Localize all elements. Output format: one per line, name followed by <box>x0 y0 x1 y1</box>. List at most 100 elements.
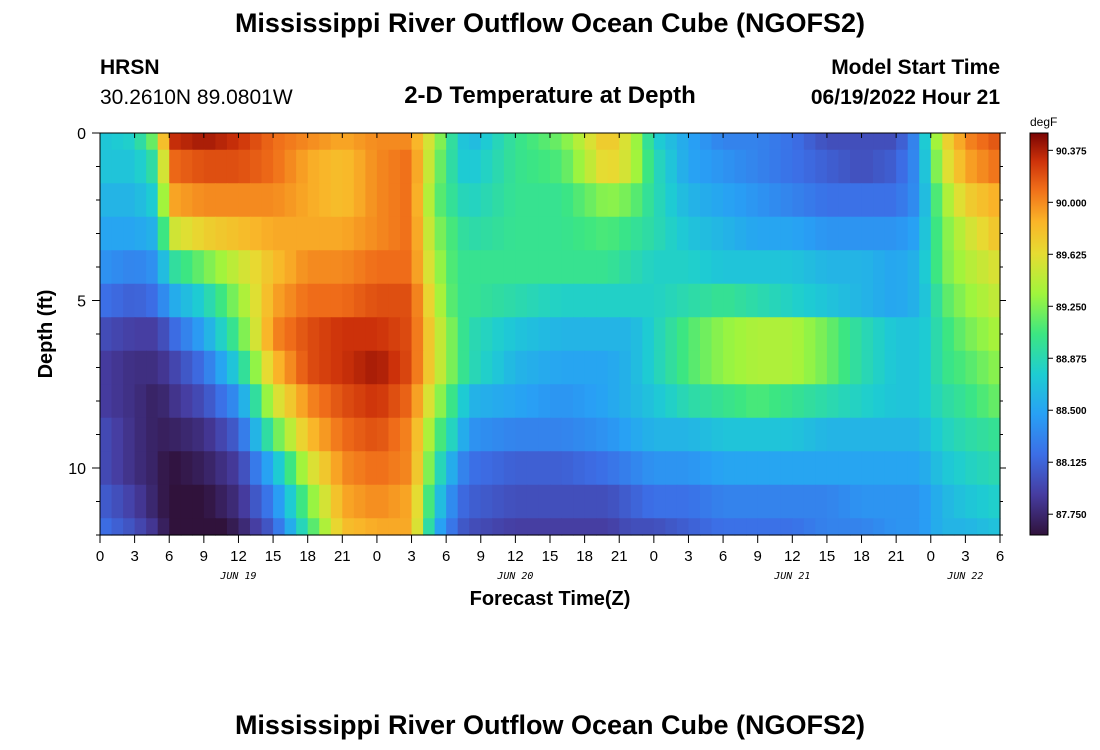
heatmap-cell <box>123 133 136 151</box>
heatmap-cell <box>896 216 909 251</box>
heatmap-cell <box>803 283 816 318</box>
heatmap-cell <box>423 317 436 352</box>
heatmap-cell <box>734 417 747 452</box>
heatmap-cell <box>826 133 840 151</box>
heatmap-cell <box>261 317 274 352</box>
heatmap-cell <box>376 484 390 519</box>
heatmap-cell <box>907 484 920 519</box>
heatmap-cell <box>792 149 805 184</box>
heatmap-cell <box>665 384 678 419</box>
heatmap-cell <box>411 417 424 452</box>
heatmap-cell <box>157 484 170 519</box>
heatmap-cell <box>688 451 701 486</box>
heatmap-cell <box>123 350 136 385</box>
heatmap-cell <box>376 384 390 419</box>
heatmap-cell <box>665 451 678 486</box>
heatmap-cell <box>457 250 470 285</box>
heatmap-cell <box>250 417 263 452</box>
heatmap-cell <box>169 149 182 184</box>
heatmap-cell <box>850 216 863 251</box>
heatmap-cell <box>665 216 678 251</box>
heatmap-cell <box>619 350 632 385</box>
heatmap-cell <box>365 250 378 285</box>
heatmap-cell <box>388 417 401 452</box>
heatmap-cell <box>134 484 147 519</box>
heatmap-cell <box>711 133 724 151</box>
date-label: JUN 22 <box>946 571 983 582</box>
heatmap-cell <box>400 317 413 352</box>
heatmap-cell <box>942 451 955 486</box>
heatmap-cell <box>596 417 609 452</box>
heatmap-cell <box>884 518 897 536</box>
heatmap-cell <box>884 149 897 184</box>
heatmap-cell <box>261 484 274 519</box>
heatmap-cell <box>896 451 909 486</box>
heatmap-cell <box>676 283 690 318</box>
heatmap-cell <box>146 518 159 536</box>
heatmap-cell <box>180 216 193 251</box>
heatmap-cell <box>850 283 863 318</box>
heatmap-cell <box>238 484 251 519</box>
heatmap-cell <box>538 484 551 519</box>
heatmap-cell <box>884 317 897 352</box>
heatmap-cell <box>803 384 816 419</box>
heatmap-cell <box>123 417 136 452</box>
heatmap-cell <box>250 451 263 486</box>
heatmap-cell <box>192 183 205 218</box>
heatmap-cell <box>942 149 955 184</box>
heatmap-cell <box>930 183 943 218</box>
heatmap-cell <box>469 250 482 285</box>
heatmap-cell <box>584 417 597 452</box>
heatmap-cell <box>446 133 459 151</box>
heatmap-cell <box>976 451 990 486</box>
heatmap-cell <box>676 216 690 251</box>
heatmap-cell <box>215 183 228 218</box>
heatmap-cell <box>203 317 216 352</box>
heatmap-cell <box>284 350 297 385</box>
heatmap-cell <box>284 133 297 151</box>
heatmap-cell <box>388 283 401 318</box>
heatmap-cell <box>561 518 574 536</box>
heatmap-cell <box>226 216 240 251</box>
heatmap-cell <box>365 216 378 251</box>
heatmap-cell <box>538 149 551 184</box>
heatmap-cell <box>838 183 851 218</box>
heatmap-cell <box>250 216 263 251</box>
heatmap-cell <box>803 350 816 385</box>
heatmap-cell <box>319 484 332 519</box>
heatmap-cell <box>976 484 990 519</box>
heatmap-cell <box>815 484 828 519</box>
heatmap-cell <box>169 518 182 536</box>
heatmap-cell <box>526 183 540 218</box>
x-tick-label: 12 <box>784 548 801 565</box>
heatmap-cell <box>123 149 136 184</box>
heatmap-cell <box>192 451 205 486</box>
heatmap-cell <box>261 384 274 419</box>
heatmap-cell <box>273 149 286 184</box>
heatmap-cell <box>503 417 516 452</box>
heatmap-cell <box>146 417 159 452</box>
heatmap-cell <box>111 451 124 486</box>
heatmap-cell <box>100 384 113 419</box>
heatmap-cell <box>457 149 470 184</box>
x-axis: 0 3 6 9 12 15 18 21 0 3 6 9 12 15 18 21 0 3 6 9 12 15 18 21 0 3 6 J… <box>96 133 1004 582</box>
heatmap-cell <box>203 484 216 519</box>
heatmap-cell <box>769 384 782 419</box>
heatmap-cell <box>215 133 228 151</box>
heatmap-cell <box>573 384 586 419</box>
heatmap-cell <box>284 250 297 285</box>
heatmap-cell <box>619 518 632 536</box>
heatmap-cell <box>596 133 609 151</box>
heatmap-cell <box>469 283 482 318</box>
heatmap-cell <box>492 451 505 486</box>
heatmap-cell <box>826 283 840 318</box>
heatmap-cell <box>480 417 493 452</box>
heatmap-cell <box>423 384 436 419</box>
heatmap-cell <box>676 384 690 419</box>
heatmap-cell <box>446 417 459 452</box>
heatmap-cell <box>907 133 920 151</box>
heatmap-cell <box>423 183 436 218</box>
heatmap-cell <box>180 183 193 218</box>
heatmap-cell <box>919 183 932 218</box>
